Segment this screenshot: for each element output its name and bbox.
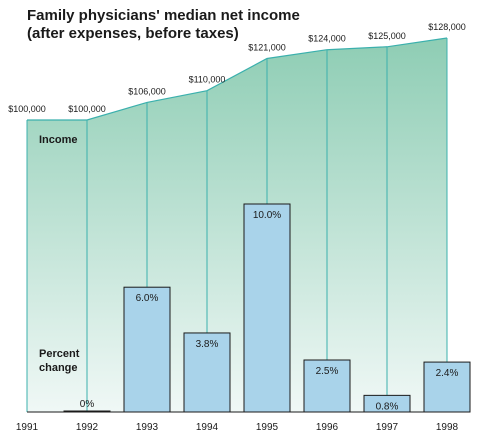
- income-value-label: $100,000: [68, 104, 106, 114]
- year-label: 1991: [16, 422, 39, 433]
- income-value-label: $124,000: [308, 34, 346, 44]
- income-value-label: $100,000: [8, 104, 46, 114]
- income-label: Income: [39, 134, 78, 146]
- year-label: 1994: [196, 422, 219, 433]
- percent-change-label: 0%: [80, 399, 95, 410]
- year-label: 1992: [76, 422, 99, 433]
- year-label: 1993: [136, 422, 159, 433]
- percent-change-label: 3.8%: [196, 339, 219, 350]
- income-value-label: $106,000: [128, 86, 166, 96]
- percent-label: Percent: [39, 348, 80, 360]
- income-value-label: $121,000: [248, 43, 286, 53]
- percent-change-label: 2.4%: [436, 368, 459, 379]
- change-label: change: [39, 362, 78, 374]
- percent-change-bars: [63, 203, 471, 413]
- chart-title: Family physicians' median net income: [27, 7, 300, 24]
- percent-change-label: 10.0%: [253, 210, 281, 221]
- year-label: 1996: [316, 422, 339, 433]
- income-value-label: $110,000: [189, 75, 226, 85]
- income-line: [27, 37, 448, 121]
- percent-change-labels: 0% 6.0% 3.8% 10.0% 2.5% 0.8% 2.4%: [80, 210, 459, 412]
- chart-subtitle: (after expenses, before taxes): [27, 25, 239, 42]
- income-value-labels: $100,000 $100,000 $106,000 $110,000 $121,000…: [8, 22, 466, 114]
- year-label: 1997: [376, 422, 399, 433]
- year-label: 1995: [256, 422, 279, 433]
- percent-change-bar: [123, 286, 171, 413]
- income-area: [27, 38, 447, 412]
- percent-change-label: 0.8%: [376, 401, 399, 412]
- income-value-label: $128,000: [428, 22, 466, 32]
- income-value-label: $125,000: [368, 31, 406, 41]
- percent-change-label: 2.5%: [316, 366, 339, 377]
- year-label: 1998: [436, 422, 459, 433]
- year-labels: 1991 1992 1993 1994 1995 1996 1997 1998: [16, 422, 459, 433]
- percent-change-label: 6.0%: [136, 293, 159, 304]
- percent-change-bar: [243, 203, 291, 413]
